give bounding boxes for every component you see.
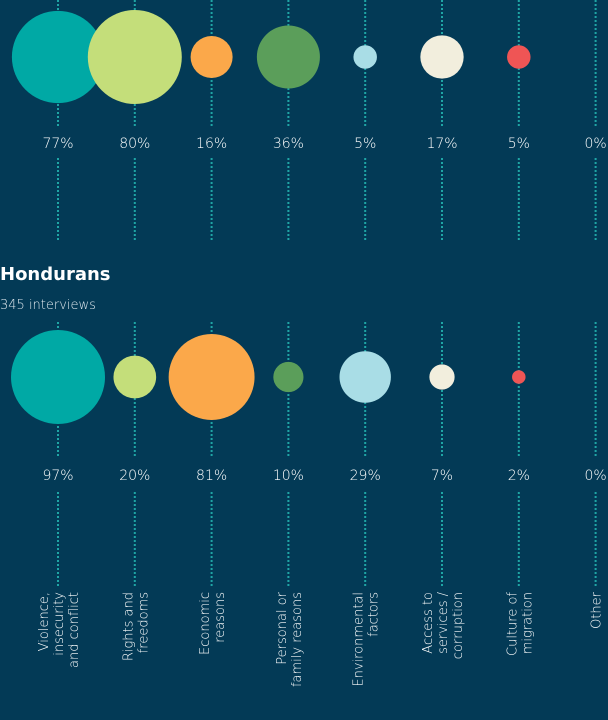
category-label: Culture ofmigration (505, 592, 535, 656)
value-label: 0% (584, 468, 606, 484)
category-label: Environmentalfactors (352, 592, 382, 687)
category-label: Access toservices /corruption (421, 591, 466, 659)
value-label: 77% (42, 136, 73, 152)
category-label: Personal orfamily reasons (275, 591, 305, 687)
value-label: 5% (354, 136, 376, 152)
panel-subtitle: 345 interviews (0, 298, 96, 313)
value-label: 10% (273, 468, 304, 484)
bubble (339, 351, 391, 403)
value-label: 5% (508, 136, 530, 152)
value-label: 80% (119, 136, 150, 152)
value-label: 36% (273, 136, 304, 152)
value-label: 17% (426, 136, 457, 152)
bubble (273, 361, 304, 393)
value-label: 16% (196, 136, 227, 152)
bubble (87, 10, 182, 104)
bubble (190, 35, 233, 79)
bubble (420, 35, 464, 79)
bubble (429, 364, 455, 390)
panel-title: Hondurans (0, 264, 111, 285)
bubble (11, 10, 105, 104)
category-label: Violence,insecurityand conflict (37, 592, 82, 668)
bubble (113, 355, 157, 399)
value-label: 20% (119, 468, 150, 484)
value-label: 81% (196, 468, 227, 484)
bubble (168, 334, 255, 420)
value-label: 7% (431, 468, 453, 484)
bubble (507, 45, 531, 69)
value-label: 97% (42, 468, 73, 484)
category-label: Rights andfreedoms (121, 592, 151, 661)
value-label: 0% (584, 136, 606, 152)
bubble (353, 45, 377, 69)
category-label: Other (590, 591, 605, 629)
bubble (256, 25, 320, 89)
value-label: 29% (350, 468, 381, 484)
bubble (512, 370, 526, 384)
bubble (11, 330, 105, 424)
category-label: Economicreasons (198, 592, 228, 655)
value-label: 2% (508, 468, 530, 484)
